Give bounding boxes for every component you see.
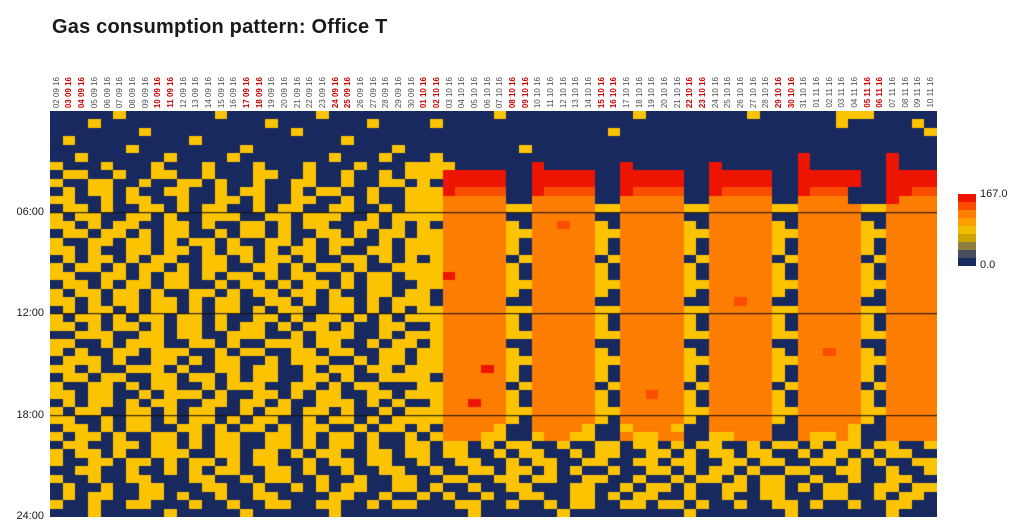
x-axis-label: 16 10 16: [609, 76, 619, 108]
x-axis-label: 28 10 16: [761, 76, 771, 108]
x-axis-label: 13 10 16: [571, 76, 581, 108]
x-axis-label: 12 09 16: [178, 76, 188, 108]
x-axis-label: 23 09 16: [317, 76, 327, 108]
x-axis-label: 20 09 16: [279, 76, 289, 108]
x-axis-label: 19 09 16: [267, 76, 277, 108]
x-axis-label: 09 09 16: [140, 76, 150, 108]
x-axis-label: 05 11 16: [862, 77, 872, 108]
x-axis-label: 31 10 16: [799, 76, 809, 108]
legend-band: [958, 226, 976, 234]
x-axis-label: 09 10 16: [520, 76, 530, 108]
x-axis-label: 19 10 16: [647, 76, 657, 108]
x-axis-label: 04 11 16: [850, 77, 860, 108]
y-axis-label: 12:00: [16, 307, 44, 319]
x-axis-label: 27 10 16: [748, 76, 758, 108]
x-axis-label: 27 09 16: [368, 76, 378, 108]
x-axis-labels: 02 09 16 03 09 16 04 09 16 05 09 16 06 09 16…: [0, 62, 1024, 109]
legend-band: [958, 242, 976, 250]
legend-band: [958, 258, 976, 266]
legend-band: [958, 202, 976, 210]
x-axis-label: 06 10 16: [482, 76, 492, 108]
x-axis-label: 03 11 16: [837, 77, 847, 108]
y-axis-label: 06:00: [16, 205, 44, 218]
x-axis-label: 04 10 16: [457, 76, 467, 108]
x-axis-label: 18 10 16: [634, 76, 644, 108]
x-axis-label: 05 09 16: [89, 76, 99, 108]
x-axis-label: 02 10 16: [431, 76, 441, 108]
x-axis-label: 22 09 16: [305, 76, 315, 108]
x-axis-label: 17 09 16: [241, 76, 251, 108]
x-axis-label: 11 10 16: [546, 77, 555, 108]
x-axis-label: 02 11 16: [824, 77, 834, 108]
legend-band: [958, 210, 976, 218]
x-axis-label: 23 10 16: [698, 76, 708, 108]
x-axis-label: 03 10 16: [444, 76, 454, 108]
x-axis-label: 04 09 16: [77, 76, 87, 108]
x-axis-label: 01 11 16: [812, 77, 822, 108]
x-axis-label: 29 09 16: [393, 76, 403, 108]
x-axis-label: 24 09 16: [330, 76, 340, 108]
x-axis-label: 30 09 16: [406, 76, 416, 108]
x-axis-label: 16 09 16: [229, 76, 239, 108]
x-axis-label: 15 10 16: [596, 76, 606, 108]
legend-band: [958, 250, 976, 258]
x-axis-label: 25 10 16: [723, 76, 733, 108]
x-axis-label: 06 09 16: [102, 76, 112, 108]
x-axis-label: 17 10 16: [622, 76, 632, 108]
x-axis-label: 07 11 16: [888, 77, 898, 108]
x-axis-label: 08 11 16: [900, 77, 910, 108]
y-axis-label: 18:00: [16, 408, 44, 421]
y-axis-label: 24:00: [16, 510, 44, 522]
legend-band: [958, 194, 976, 202]
x-axis-label: 10 10 16: [533, 76, 543, 108]
chart-title: Gas consumption pattern: Office T: [52, 16, 388, 38]
x-axis-label: 20 10 16: [660, 76, 670, 108]
x-axis-label: 07 09 16: [115, 76, 125, 108]
x-axis-label: 09 11 16: [913, 77, 923, 108]
color-scale-legend: 167.0 0.0: [958, 188, 1008, 271]
x-axis-label: 07 10 16: [495, 76, 505, 108]
x-axis-label: 21 10 16: [672, 76, 682, 108]
x-axis-label: 12 10 16: [558, 76, 568, 108]
x-axis-label: 14 09 16: [203, 76, 213, 108]
x-axis-label: 15 09 16: [216, 76, 226, 108]
x-axis-label: 25 09 16: [343, 76, 353, 108]
x-axis-label: 29 10 16: [774, 76, 784, 108]
x-axis-label: 13 09 16: [191, 76, 201, 108]
x-axis-label: 10 09 16: [153, 76, 163, 108]
x-axis-label: 08 10 16: [507, 76, 517, 108]
x-axis-label: 05 10 16: [469, 76, 479, 108]
x-axis-label: 03 09 16: [64, 76, 74, 108]
x-axis-label: 10 11 16: [926, 77, 936, 108]
x-axis-label: 24 10 16: [710, 76, 720, 108]
x-axis-label: 26 09 16: [355, 76, 365, 108]
x-axis-label: 21 09 16: [292, 76, 302, 108]
x-axis-label: 02 09 16: [51, 76, 61, 108]
x-axis-label: 01 10 16: [419, 76, 429, 108]
x-axis-label: 18 09 16: [254, 76, 264, 108]
x-axis-label: 11 09 16: [165, 77, 175, 108]
x-axis-label: 08 09 16: [127, 76, 137, 108]
x-axis-label: 26 10 16: [736, 76, 746, 108]
legend-band: [958, 218, 976, 226]
x-axis-label: 22 10 16: [685, 76, 695, 108]
heatmap-grid: [50, 111, 937, 517]
legend-max-label: 167.0: [980, 188, 1008, 200]
legend-color-bar: [958, 194, 976, 266]
legend-min-label: 0.0: [980, 259, 996, 271]
legend-band: [958, 234, 976, 242]
x-axis-label: 30 10 16: [786, 76, 796, 108]
x-axis-label: 14 10 16: [584, 76, 594, 108]
x-axis-label: 28 09 16: [381, 76, 391, 108]
x-axis-label: 06 11 16: [875, 77, 885, 108]
